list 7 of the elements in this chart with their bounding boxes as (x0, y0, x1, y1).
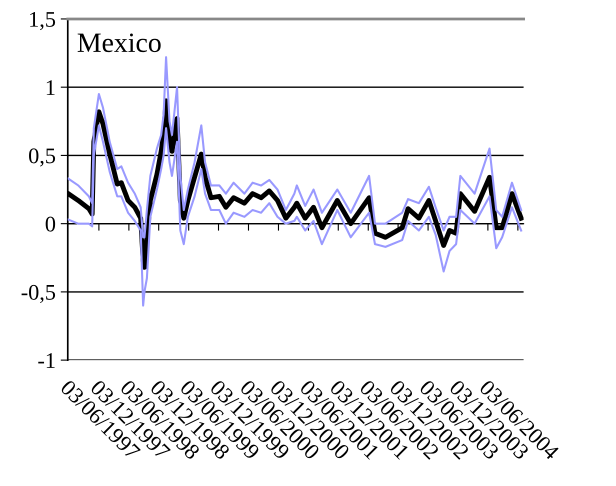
y-tick-label: -1 (38, 353, 55, 368)
y-tick-label: 0,5 (29, 148, 56, 167)
y-tick-label: 1,5 (30, 12, 56, 30)
y-tick-label: 1 (46, 80, 55, 95)
y-tick-label: 0 (46, 216, 56, 232)
y-tick-label: -0,5 (22, 284, 56, 304)
chart-title: Mexico (78, 33, 161, 52)
